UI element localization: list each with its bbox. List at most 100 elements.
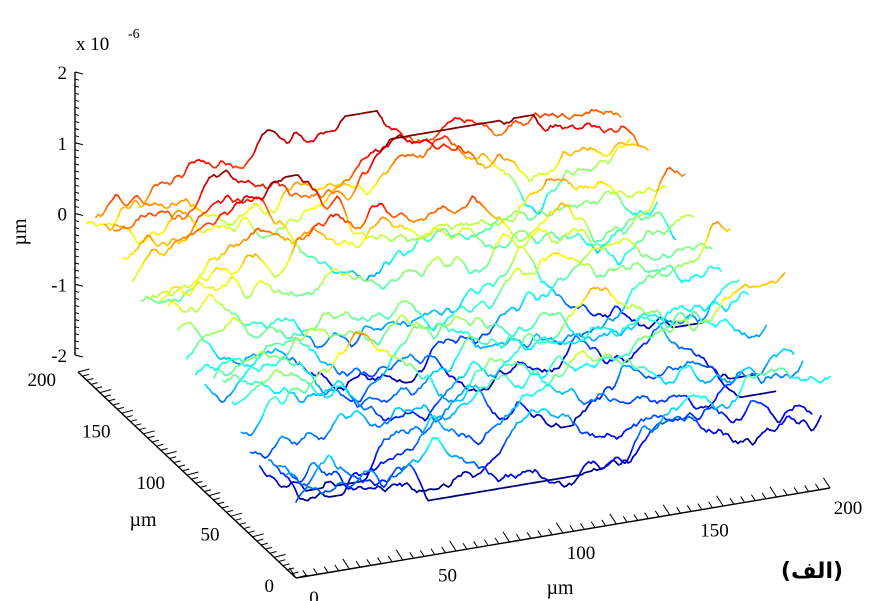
profile-segment: [790, 349, 795, 355]
profile-segment: [199, 301, 204, 309]
profile-segment: [808, 410, 813, 415]
profile-segment: [380, 262, 385, 271]
profile-segment: [325, 194, 331, 201]
profile-segment: [634, 138, 640, 147]
profile-segment: [537, 260, 542, 269]
profile-segment: [413, 374, 418, 381]
profile-segment: [534, 267, 539, 274]
profile-segment: [284, 394, 289, 402]
profile-segment: [523, 196, 529, 204]
profile-segment: [195, 215, 200, 223]
profile-segment: [203, 263, 209, 271]
profile-segment: [316, 191, 321, 200]
profile-segment: [488, 327, 494, 334]
profile-segment: [523, 292, 528, 300]
profile-segment: [370, 459, 376, 467]
profile-segment: [425, 355, 430, 364]
profile-segment: [558, 327, 563, 335]
profile-segment: [379, 335, 384, 343]
profile-segment: [347, 339, 352, 346]
profile-segment: [290, 132, 295, 140]
profile-segment: [364, 231, 369, 239]
profile-segment: [263, 191, 268, 199]
profile-segment: [546, 231, 551, 238]
profile-segment: [538, 274, 543, 284]
profile-segment: [548, 235, 553, 243]
profile-segment: [435, 389, 440, 397]
profile-segment: [233, 383, 238, 391]
profile-segment: [350, 171, 355, 179]
profile-segment: [742, 410, 747, 417]
profile-segment: [380, 438, 385, 446]
profile-segment: [588, 229, 593, 238]
profile-segment: [117, 208, 122, 217]
profile-segment: [469, 377, 474, 386]
profile-segment: [621, 305, 626, 312]
profile-segment: [583, 219, 588, 227]
profile-segment: [337, 121, 342, 128]
profile-segment: [519, 394, 524, 403]
profile-segment: [244, 326, 249, 334]
profile-segment: [451, 359, 456, 367]
profile-segment: [516, 205, 521, 215]
profile-segment: [492, 243, 497, 252]
profile-segment: [565, 363, 570, 371]
profile-segment: [514, 181, 519, 189]
profile-segment: [297, 246, 302, 253]
profile-segment: [195, 340, 200, 348]
profile-segment: [466, 199, 471, 207]
profile-segment: [572, 306, 577, 314]
profile-segment: [280, 192, 285, 200]
profile-segment: [560, 151, 565, 159]
profile-segment: [628, 359, 633, 366]
profile-segment: [369, 338, 374, 346]
profile-segment: [649, 201, 654, 210]
profile-segment: [357, 159, 362, 167]
profile-segment: [763, 324, 768, 331]
profile-segment: [744, 291, 749, 296]
profile-segment: [629, 455, 634, 463]
profile-segment: [707, 227, 712, 237]
profile-segment: [520, 298, 525, 306]
profile-segment: [433, 384, 438, 392]
profile-segment: [416, 436, 421, 444]
profile-segment: [547, 211, 552, 218]
profile-segment: [593, 271, 598, 279]
profile-segment: [619, 327, 624, 334]
profile-segment: [348, 223, 353, 233]
profile-segment: [301, 363, 306, 371]
profile-segment: [367, 227, 372, 234]
profile-segment: [456, 350, 461, 358]
profile-segment: [718, 288, 723, 296]
profile-segment: [630, 345, 635, 353]
profile-segment: [727, 302, 732, 310]
profile-segment: [387, 165, 392, 172]
profile-segment: [275, 204, 280, 211]
profile-segment: [416, 370, 421, 377]
profile-segment: [443, 389, 448, 397]
profile-segment: [576, 426, 582, 434]
profile-segment: [451, 257, 456, 265]
profile-segment: [322, 481, 327, 489]
profile-segment: [541, 201, 546, 210]
profile-segment: [588, 326, 593, 334]
profile-segment: [421, 427, 426, 435]
profile-segment: [521, 335, 526, 344]
profile-segment: [587, 237, 592, 245]
profile-segment: [190, 225, 195, 233]
profile-segment: [708, 246, 713, 250]
profile-segment: [590, 266, 595, 274]
profile-segment: [632, 216, 637, 224]
profile-segment: [618, 365, 623, 376]
profile-segment: [761, 367, 766, 375]
profile-segment: [375, 446, 380, 454]
profile-segment: [238, 218, 243, 226]
profile-segment: [489, 407, 494, 414]
profile-segment: [386, 139, 391, 146]
profile-segment: [133, 272, 138, 280]
profile-segment: [410, 324, 415, 332]
profile-segment: [587, 288, 592, 295]
profile-segment: [354, 401, 359, 408]
profile-segment: [206, 258, 211, 265]
profile-segment: [697, 252, 702, 260]
